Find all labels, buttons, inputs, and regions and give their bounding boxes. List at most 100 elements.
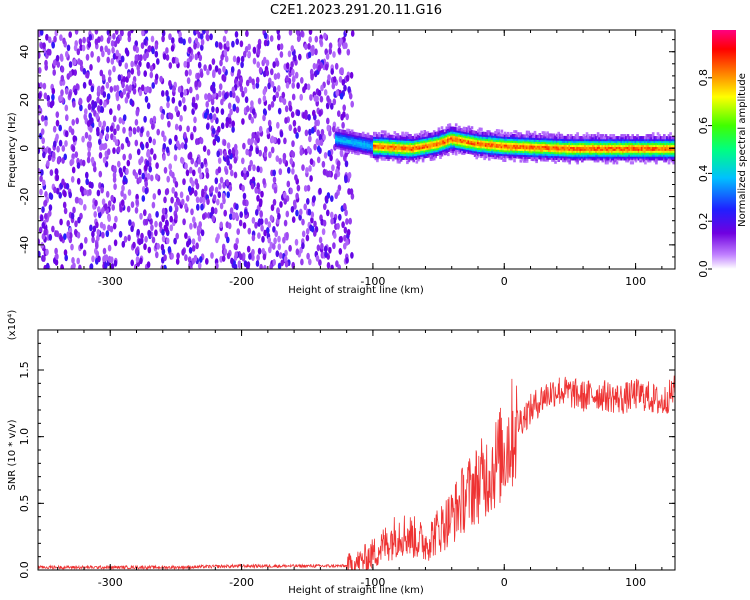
- heatmap-cell: [522, 136, 526, 140]
- heatmap-cell: [282, 152, 287, 160]
- heatmap-cell: [477, 131, 480, 135]
- heatmap-cell: [373, 147, 376, 151]
- heatmap-cell: [175, 258, 180, 265]
- heatmap-cell: [442, 141, 445, 145]
- heatmap-cell: [398, 150, 401, 154]
- heatmap-cell: [380, 151, 384, 155]
- heatmap-cell: [614, 143, 617, 147]
- heatmap-cell: [346, 136, 349, 140]
- heatmap-cell: [565, 155, 568, 159]
- heatmap-cell: [477, 148, 480, 152]
- heatmap-cell: [612, 155, 616, 159]
- heatmap-cell: [590, 155, 594, 159]
- heatmap-cell: [563, 147, 567, 151]
- heatmap-cell: [456, 133, 460, 137]
- heatmap-cell: [174, 181, 179, 188]
- heatmap-cell: [510, 141, 513, 145]
- heatmap-cell: [633, 138, 636, 142]
- heatmap-cell: [606, 153, 609, 157]
- heatmap-cell: [113, 165, 117, 173]
- heatmap-cell: [369, 137, 373, 141]
- heatmap-cell: [227, 222, 232, 230]
- heatmap-cell: [89, 125, 93, 133]
- heatmap-cell: [349, 146, 352, 150]
- heatmap-cell: [289, 157, 294, 165]
- heatmap-cell: [439, 144, 442, 148]
- heatmap-cell: [200, 229, 205, 237]
- heatmap-cell: [637, 139, 641, 144]
- heatmap-cell: [607, 138, 611, 142]
- heatmap-cell: [127, 30, 131, 38]
- heatmap-cell: [593, 136, 597, 140]
- heatmap-cell: [285, 82, 290, 89]
- heatmap-cell: [470, 145, 474, 149]
- heatmap-cell: [380, 153, 384, 157]
- heatmap-cell: [160, 113, 165, 120]
- heatmap-cell: [429, 150, 433, 154]
- heatmap-cell: [279, 130, 284, 138]
- heatmap-cell: [581, 145, 584, 149]
- heatmap-cell: [241, 90, 245, 98]
- heatmap-cell: [199, 71, 204, 78]
- heatmap-cell: [341, 221, 345, 229]
- heatmap-cell: [651, 136, 655, 140]
- heatmap-cell: [552, 139, 556, 143]
- heatmap-cell: [451, 128, 455, 132]
- heatmap-cell: [431, 144, 434, 148]
- heatmap-cell: [326, 170, 330, 178]
- heatmap-cell: [574, 143, 578, 147]
- heatmap-cell: [199, 196, 203, 204]
- heatmap-cell: [116, 146, 121, 153]
- heatmap-cell: [570, 153, 573, 157]
- heatmap-cell: [470, 126, 474, 130]
- heatmap-cell: [535, 138, 538, 142]
- heatmap-cell: [628, 157, 631, 161]
- heatmap-cell: [514, 143, 518, 147]
- heatmap-cell: [285, 231, 289, 239]
- heatmap-cell: [511, 147, 515, 151]
- heatmap-cell: [413, 149, 417, 153]
- heatmap-cell: [554, 141, 557, 145]
- heatmap-cell: [319, 38, 323, 45]
- heatmap-cell: [587, 151, 590, 155]
- heatmap-cell: [639, 153, 642, 157]
- heatmap-cell: [596, 153, 600, 157]
- heatmap-cell: [570, 143, 573, 147]
- heatmap-cell: [70, 128, 75, 136]
- heatmap-cell: [421, 153, 425, 157]
- heatmap-cell: [72, 262, 76, 269]
- heatmap-cell: [265, 59, 270, 67]
- heatmap-cell: [503, 158, 507, 162]
- heatmap-cell: [421, 147, 425, 151]
- heatmap-cell: [642, 159, 646, 163]
- heatmap-cell: [445, 132, 449, 136]
- heatmap-cell: [551, 141, 554, 145]
- heatmap-cell: [280, 259, 285, 267]
- heatmap-cell: [590, 147, 594, 151]
- heatmap-cell: [330, 68, 335, 75]
- heatmap-cell: [358, 136, 362, 141]
- heatmap-cell: [190, 133, 194, 141]
- heatmap-cell: [570, 145, 573, 149]
- heatmap-cell: [458, 127, 461, 131]
- heatmap-cell: [51, 151, 56, 159]
- bottom-x-axis: -300 -200 -100 0 100: [57, 330, 663, 589]
- heatmap-cell: [358, 134, 362, 139]
- heatmap-cell: [347, 128, 351, 133]
- heatmap-cell: [513, 130, 516, 134]
- heatmap-cell: [462, 142, 466, 146]
- heatmap-cell: [431, 132, 434, 136]
- heatmap-cell: [500, 139, 504, 143]
- heatmap-cell: [79, 242, 84, 250]
- heatmap-cell: [420, 153, 423, 157]
- heatmap-cell: [314, 35, 319, 43]
- heatmap-cell: [554, 139, 557, 143]
- heatmap-cell: [511, 137, 515, 141]
- heatmap-cell: [209, 112, 213, 120]
- heatmap-cell: [521, 142, 524, 146]
- heatmap-cell: [484, 137, 488, 141]
- heatmap-cell: [275, 250, 280, 258]
- heatmap-cell: [168, 62, 173, 69]
- heatmap-cell: [667, 139, 671, 144]
- heatmap-cell: [295, 132, 299, 139]
